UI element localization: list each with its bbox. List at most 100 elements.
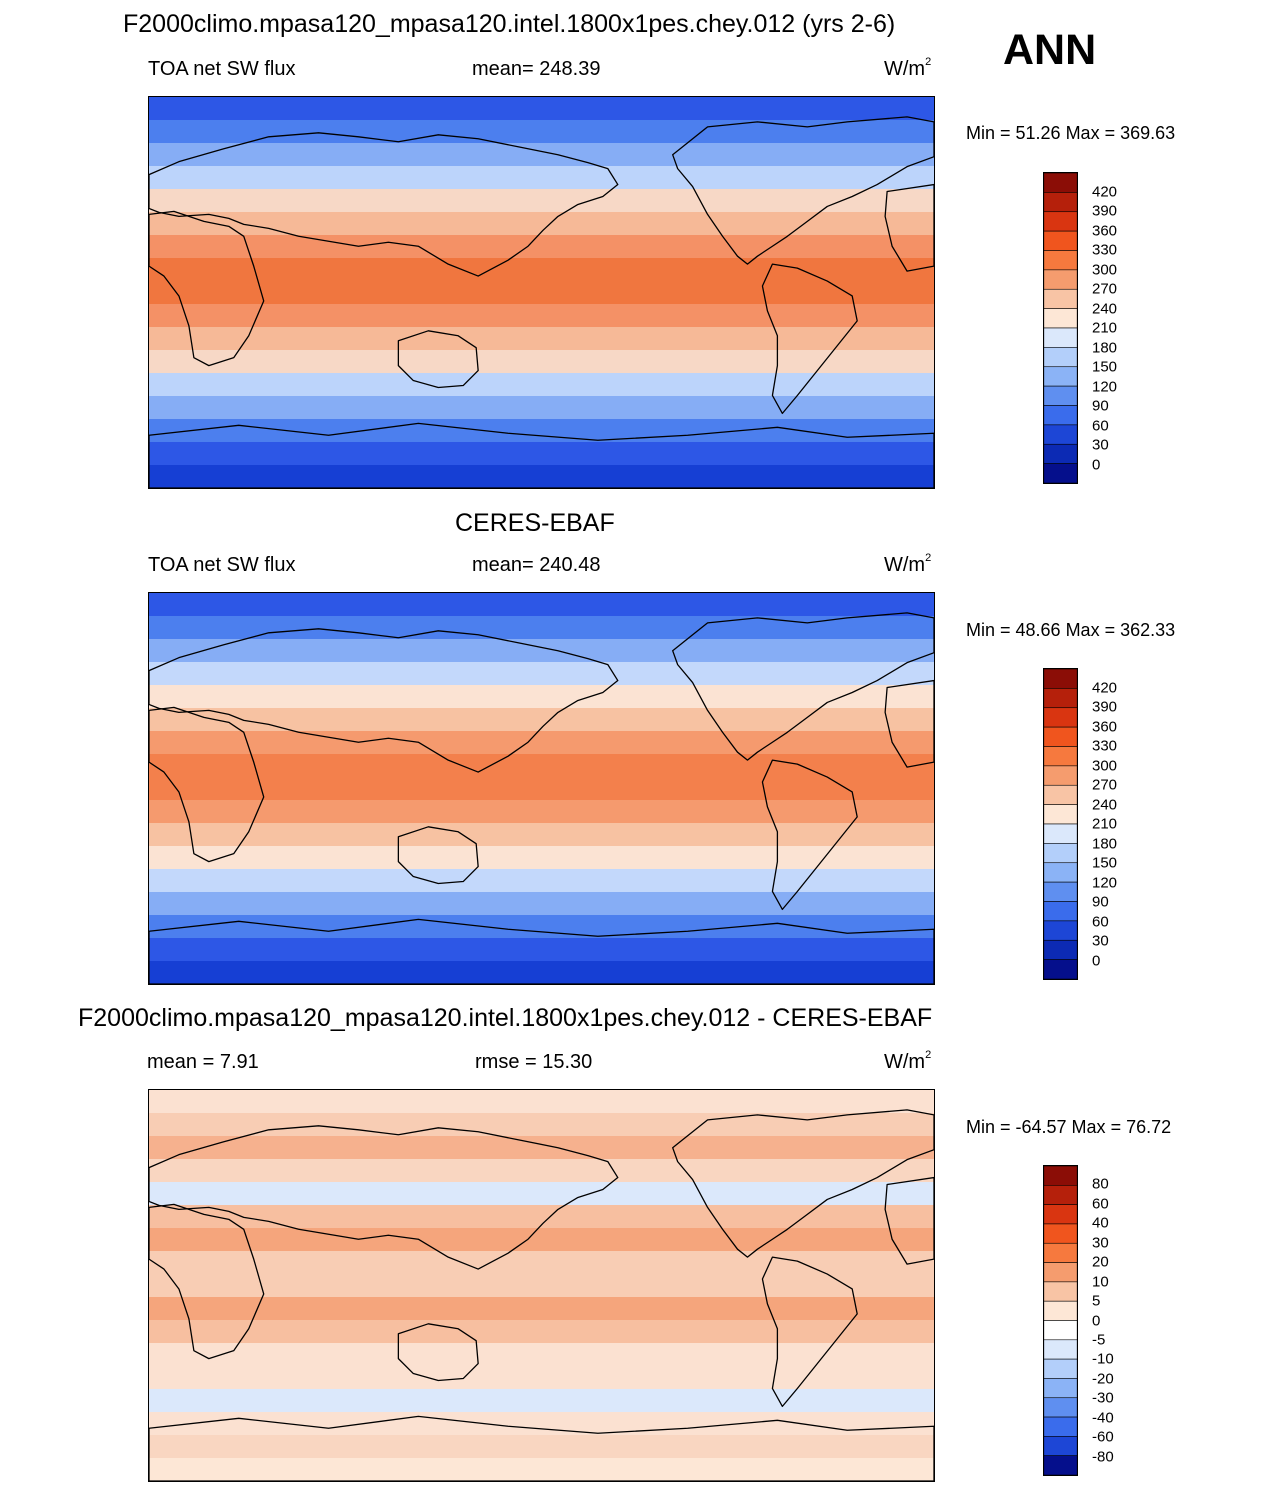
colorbar-tick-label: 210 — [1092, 815, 1118, 833]
colorbar-tick-label: 0 — [1092, 1312, 1101, 1329]
colorbar-tick-label: -10 — [1092, 1350, 1114, 1368]
panel2-map — [148, 592, 935, 985]
panel1-minmax: Min = 51.26 Max = 369.63 — [966, 123, 1176, 143]
latitude-band — [149, 258, 934, 282]
colorbar-swatch — [1044, 250, 1077, 271]
latitude-band — [149, 1205, 934, 1229]
colorbar-swatch — [1044, 1320, 1077, 1341]
colorbar-tick-label: 0 — [1092, 952, 1101, 969]
colorbar-swatch — [1044, 1204, 1077, 1225]
colorbar-tick-label: -20 — [1092, 1370, 1114, 1388]
colorbar-swatch — [1044, 173, 1077, 193]
latitude-band — [149, 442, 934, 466]
colorbar-swatch — [1044, 881, 1077, 902]
panel3-rmse-label: rmse = 15.30 — [475, 1051, 593, 1073]
latitude-band — [149, 1113, 934, 1137]
colorbar-swatch — [1044, 1281, 1077, 1302]
colorbar-swatch — [1044, 269, 1077, 290]
colorbar-swatch — [1044, 288, 1077, 309]
colorbar-tick-label: 390 — [1092, 698, 1118, 716]
latitude-band — [149, 1228, 934, 1252]
latitude-band — [149, 1090, 934, 1114]
latitude-band — [149, 915, 934, 939]
latitude-band — [149, 1366, 934, 1390]
panel2-units: W/m2 — [884, 552, 932, 576]
coastline — [149, 706, 265, 863]
colorbar-swatch — [1044, 1223, 1077, 1244]
colorbar-swatch — [1044, 1436, 1077, 1456]
colorbar-swatch — [1044, 1262, 1077, 1283]
colorbar-tick-label: 120 — [1092, 874, 1118, 891]
latitude-band — [149, 212, 934, 236]
colorbar-swatch — [1044, 901, 1077, 922]
colorbar-swatch — [1044, 366, 1077, 387]
colorbar-swatch — [1044, 1416, 1077, 1437]
panel3-minmax: Min = -64.57 Max = 76.72 — [966, 1117, 1172, 1137]
colorbar-tick-label: 420 — [1092, 679, 1118, 696]
latitude-band — [149, 754, 934, 778]
latitude-band — [149, 662, 934, 686]
colorbar-swatch — [1044, 843, 1077, 864]
latitude-band — [149, 465, 934, 488]
coastline — [149, 210, 265, 367]
colorbar-tick-label: 20 — [1092, 1253, 1109, 1271]
panel1-map — [148, 96, 935, 489]
colorbar-tick-label: 180 — [1092, 835, 1118, 852]
latitude-band — [149, 350, 934, 374]
panel3-colorbar — [1043, 1165, 1078, 1476]
colorbar-tick-label: 30 — [1092, 1234, 1109, 1252]
panel3-mean-label: mean = 7.91 — [147, 1051, 259, 1073]
colorbar-tick-label: 30 — [1092, 436, 1109, 454]
colorbar-swatch — [1044, 784, 1077, 805]
latitude-band — [149, 120, 934, 144]
latitude-band — [149, 846, 934, 870]
colorbar-tick-label: 360 — [1092, 222, 1118, 239]
latitude-band — [149, 166, 934, 190]
colorbar-tick-label: 300 — [1092, 757, 1118, 774]
coastline — [672, 1109, 934, 1258]
colorbar-swatch — [1044, 424, 1077, 445]
colorbar-swatch — [1044, 804, 1077, 825]
colorbar-tick-label: 0 — [1092, 456, 1101, 473]
latitude-band — [149, 327, 934, 351]
latitude-band — [149, 1412, 934, 1436]
panel3-units: W/m2 — [884, 1049, 932, 1073]
coastline — [149, 918, 934, 984]
latitude-band — [149, 593, 934, 617]
colorbar-tick-label: 270 — [1092, 280, 1118, 298]
colorbar-tick-label: 150 — [1092, 358, 1118, 376]
latitude-band — [149, 869, 934, 893]
colorbar-swatch — [1044, 1166, 1077, 1186]
latitude-band — [149, 1435, 934, 1459]
latitude-band — [149, 97, 934, 121]
coastline — [761, 1256, 858, 1408]
colorbar-swatch — [1044, 1397, 1077, 1418]
coastline — [149, 1415, 934, 1481]
latitude-band — [149, 1182, 934, 1206]
panel1-title: F2000climo.mpasa120_mpasa120.intel.1800x… — [123, 10, 896, 38]
latitude-band — [149, 1274, 934, 1298]
colorbar-tick-label: 60 — [1092, 417, 1109, 434]
colorbar-swatch — [1044, 1185, 1077, 1205]
latitude-band — [149, 616, 934, 640]
coastline — [397, 1323, 479, 1382]
panel2-minmax: Min = 48.66 Max = 362.33 — [966, 620, 1176, 640]
coastline — [397, 330, 479, 389]
latitude-band — [149, 1136, 934, 1160]
colorbar-tick-label: 360 — [1092, 718, 1118, 735]
latitude-band — [149, 823, 934, 847]
colorbar-tick-label: 10 — [1092, 1273, 1109, 1291]
coastline — [149, 132, 619, 277]
colorbar-tick-label: 5 — [1092, 1292, 1101, 1310]
colorbar-swatch — [1044, 669, 1077, 689]
latitude-band — [149, 708, 934, 732]
colorbar-swatch — [1044, 1378, 1077, 1399]
colorbar-swatch — [1044, 211, 1077, 232]
colorbar-tick-label: -40 — [1092, 1409, 1114, 1427]
latitude-band — [149, 281, 934, 305]
coastline — [761, 759, 858, 911]
colorbar-tick-label: -60 — [1092, 1428, 1114, 1446]
panel1-colorbar — [1043, 172, 1078, 484]
latitude-band — [149, 373, 934, 397]
colorbar-tick-label: 330 — [1092, 737, 1118, 755]
